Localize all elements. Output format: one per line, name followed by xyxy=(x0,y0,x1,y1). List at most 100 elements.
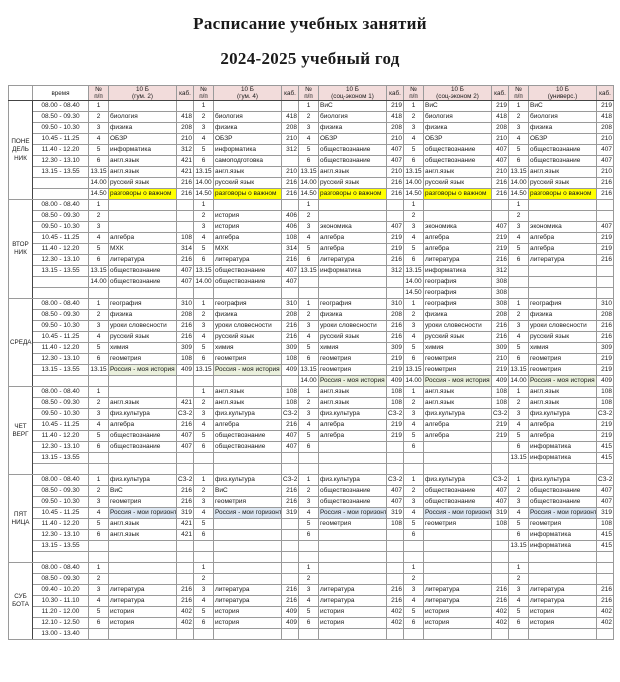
lesson-subject-cell: алгебра xyxy=(528,243,597,256)
lesson-subject-cell xyxy=(528,551,597,564)
lesson-room-cell: 108 xyxy=(176,353,194,366)
lesson-num-cell: 6 xyxy=(298,529,319,542)
lesson-subject-cell: обществознание xyxy=(318,496,387,509)
lesson-subject-cell: Россия - моя история xyxy=(213,364,282,377)
lesson-num-cell: 1 xyxy=(403,562,424,575)
lesson-num-cell: 5 xyxy=(298,606,319,619)
lesson-room-cell xyxy=(176,452,194,465)
lesson-room-cell xyxy=(281,100,299,113)
lesson-num-cell: 1 xyxy=(88,386,109,399)
lesson-num-cell: 3 xyxy=(403,496,424,509)
lesson-subject-cell: биология xyxy=(528,111,597,124)
lesson-num-cell: 5 xyxy=(88,144,109,157)
lesson-subject-cell xyxy=(108,386,177,399)
lesson-room-cell: 216 xyxy=(176,320,194,333)
table-row: 10.45 - 11.25 4 алгебра 108 4 алгебра 108 4 алге… xyxy=(9,232,614,245)
lesson-num-cell: 4 xyxy=(298,595,319,608)
lesson-room-cell: 309 xyxy=(596,342,614,355)
lesson-num-cell: 3 xyxy=(403,408,424,421)
lesson-num-cell: 2 xyxy=(298,485,319,498)
lesson-subject-cell: уроки словесности xyxy=(318,320,387,333)
lesson-room-cell: 421 xyxy=(176,518,194,531)
lesson-room-cell: 219 xyxy=(596,100,614,113)
lesson-subject-cell: русский язык xyxy=(423,331,492,344)
lesson-num-cell: 6 xyxy=(403,617,424,630)
lesson-num-cell: 5 xyxy=(193,243,214,256)
lesson-num-cell xyxy=(88,628,109,641)
lesson-num-cell: 3 xyxy=(298,320,319,333)
table-row: 12.30 - 13.10 6 англ.язык 421 6 самоподготовк… xyxy=(9,155,614,168)
lesson-room-cell xyxy=(596,265,614,278)
lesson-num-cell: 1 xyxy=(403,474,424,487)
header-group: 10 Б (соц-эконом 1) xyxy=(318,84,387,102)
schedule-body: ПОНЕ ДЕЛЬ НИК 08.00 - 08.40 1 1 1 ВиС 219 1 ВиС 219… xyxy=(8,100,614,641)
lesson-num-cell: 4 xyxy=(508,232,529,245)
table-row: 08.50 - 09.30 2 ВиС 216 2 ВиС 216 2 обществознан… xyxy=(9,485,614,498)
lesson-subject-cell: уроки словесности xyxy=(528,320,597,333)
lesson-subject-cell xyxy=(318,628,387,641)
lesson-room-cell: 208 xyxy=(386,309,404,322)
lesson-num-cell: 6 xyxy=(88,155,109,168)
lesson-num-cell: 2 xyxy=(88,485,109,498)
lesson-num-cell: 13.15 xyxy=(88,364,109,377)
time-cell: 08.00 - 08.40 xyxy=(32,386,89,399)
lesson-subject-cell xyxy=(108,100,177,113)
lesson-subject-cell xyxy=(318,199,387,212)
lesson-num-cell: 6 xyxy=(88,529,109,542)
time-cell: 09.50 - 10.30 xyxy=(32,320,89,333)
time-cell: 08.50 - 09.30 xyxy=(32,485,89,498)
lesson-room-cell xyxy=(596,463,614,476)
lesson-room-cell: 407 xyxy=(596,496,614,509)
lesson-subject-cell: география xyxy=(318,298,387,311)
lesson-room-cell xyxy=(386,628,404,641)
lesson-subject-cell: история xyxy=(213,606,282,619)
time-cell xyxy=(32,375,89,388)
lesson-subject-cell: физ.культура xyxy=(108,408,177,421)
lesson-room-cell: 309 xyxy=(281,342,299,355)
lesson-subject-cell: физ.культура xyxy=(213,408,282,421)
lesson-subject-cell: разговоры о важном xyxy=(318,188,387,201)
time-cell: 10.45 - 11.25 xyxy=(32,507,89,520)
lesson-num-cell xyxy=(193,540,214,553)
lesson-room-cell: 308 xyxy=(491,276,509,289)
lesson-subject-cell xyxy=(108,210,177,223)
lesson-num-cell: 5 xyxy=(403,606,424,619)
lesson-room-cell: 210 xyxy=(491,353,509,366)
lesson-num-cell: 2 xyxy=(508,397,529,410)
lesson-room-cell xyxy=(281,562,299,575)
header-room: каб. xyxy=(386,84,404,102)
lesson-room-cell: 407 xyxy=(281,276,299,289)
lesson-subject-cell: англ.язык xyxy=(318,166,387,179)
lesson-subject-cell: физ.культура xyxy=(213,474,282,487)
table-row: 13.15 - 13.55 13.15 Россия - моя история 40… xyxy=(9,364,614,377)
lesson-room-cell xyxy=(386,562,404,575)
table-row xyxy=(9,551,614,564)
lesson-num-cell: 14.00 xyxy=(403,276,424,289)
table-row: ВТОР НИК 08.00 - 08.40 1 1 1 1 1 xyxy=(8,199,614,300)
lesson-subject-cell: обществознание xyxy=(318,155,387,168)
schedule-header: время № п/п 10 Б (гум. 2) каб. № п/п 10 Б (гум. 4… xyxy=(8,84,614,102)
day-label: ПЯТ НИЦА xyxy=(8,474,33,564)
lesson-room-cell: 407 xyxy=(281,441,299,454)
lesson-room-cell: 216 xyxy=(596,320,614,333)
lesson-room-cell: 108 xyxy=(281,353,299,366)
lesson-num-cell: 5 xyxy=(193,518,214,531)
lesson-num-cell: 4 xyxy=(403,507,424,520)
lesson-subject-cell xyxy=(318,452,387,465)
lesson-num-cell: 3 xyxy=(193,320,214,333)
table-row xyxy=(9,463,614,476)
lesson-num-cell: 4 xyxy=(298,419,319,432)
lesson-room-cell: 219 xyxy=(386,430,404,443)
lesson-room-cell xyxy=(596,276,614,289)
lesson-num-cell xyxy=(193,287,214,300)
lesson-num-cell: 4 xyxy=(403,595,424,608)
lesson-room-cell: 216 xyxy=(596,331,614,344)
time-cell: 08.50 - 09.30 xyxy=(32,573,89,586)
lesson-subject-cell: обществознание xyxy=(108,276,177,289)
lesson-subject-cell xyxy=(318,210,387,223)
lesson-room-cell: 407 xyxy=(281,265,299,278)
lesson-num-cell xyxy=(508,463,529,476)
lesson-num-cell xyxy=(193,628,214,641)
lesson-subject-cell: уроки словесности xyxy=(108,320,177,333)
lesson-room-cell: 219 xyxy=(596,364,614,377)
